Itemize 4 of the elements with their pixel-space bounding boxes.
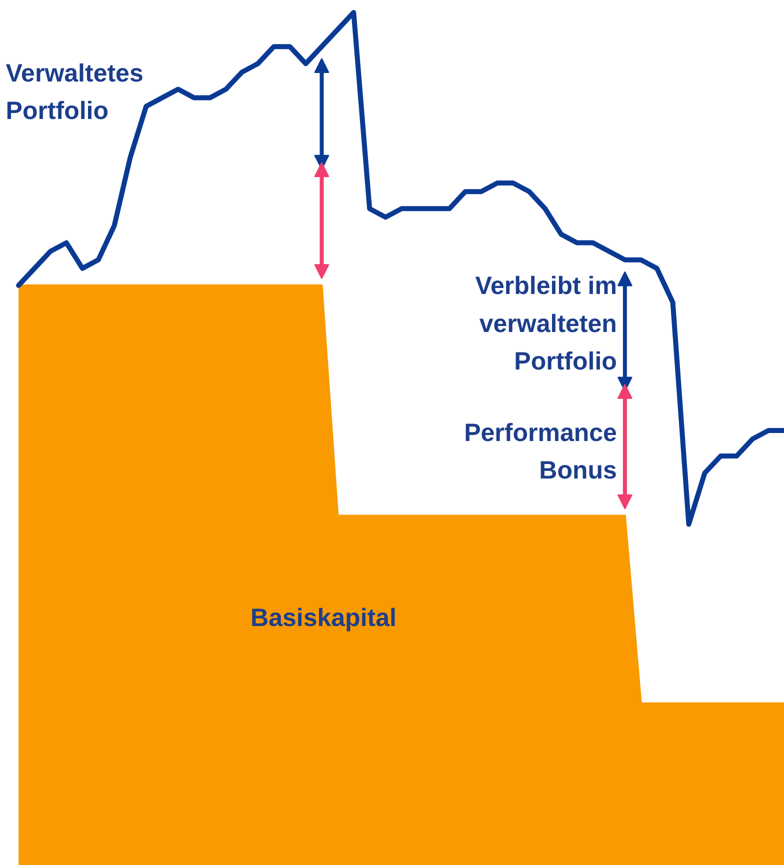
annotation: Performance Bonus — [464, 418, 618, 485]
series-label: Verwaltetes Portfolio — [6, 59, 144, 126]
series-label: Basiskapital — [250, 604, 396, 632]
annotation: Verbleibt im verwalteten Portfolio — [475, 272, 617, 376]
